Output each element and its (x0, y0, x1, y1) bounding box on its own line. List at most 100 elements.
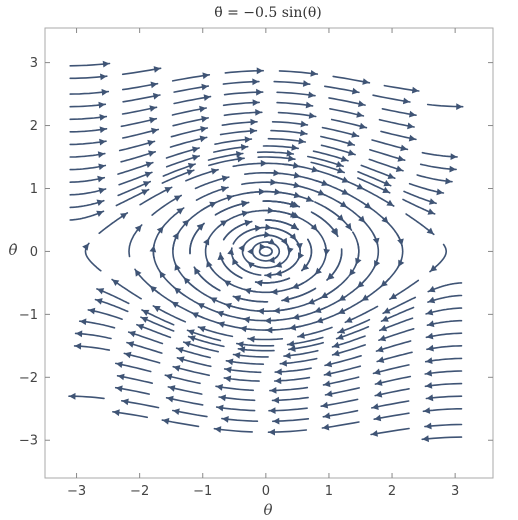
stream-arrowhead (244, 219, 252, 227)
stream-arrowhead (345, 316, 353, 323)
stream-arrowhead (292, 313, 300, 321)
stream-arrowhead (165, 373, 173, 381)
stream-arrowhead (426, 227, 434, 235)
stream-arrowhead (241, 210, 249, 217)
stream-arrowhead (135, 269, 142, 277)
stream-arrowhead (164, 187, 172, 194)
stream-arrowhead (358, 100, 366, 107)
stream-arrowhead (374, 414, 382, 422)
chart-title: θ̈ = −0.5 sin(θ) (214, 5, 322, 21)
stream-arrowhead (224, 375, 232, 383)
stream-arrowhead (376, 345, 384, 353)
stream-arrowhead (101, 88, 109, 96)
stream-arrowhead (196, 223, 204, 231)
stream-arrowhead (142, 181, 151, 188)
stream-arrowhead (198, 326, 206, 333)
stream-arrowhead (371, 430, 378, 437)
y-tick-label: −3 (19, 434, 38, 449)
stream-arrowhead (274, 188, 282, 196)
stream-arrowhead (382, 186, 390, 193)
streamline-segment (326, 248, 343, 281)
streamline-segment (429, 243, 448, 273)
stream-arrowhead (96, 199, 104, 206)
y-tick-label: −2 (19, 371, 38, 386)
stream-arrowhead (177, 356, 185, 363)
stream-arrowhead (199, 135, 207, 143)
stream-arrowhead (257, 307, 265, 315)
stream-arrowhead (389, 292, 398, 300)
stream-arrowhead (426, 332, 434, 340)
stream-arrowhead (375, 390, 383, 398)
stream-arrowhead (301, 263, 309, 271)
stream-arrowhead (191, 312, 199, 319)
stream-arrowhead (409, 110, 416, 118)
stream-arrowhead (237, 155, 245, 163)
stream-arrowhead (425, 369, 433, 377)
stream-arrowhead (272, 417, 280, 425)
stream-arrowhead (95, 298, 103, 305)
stream-arrowhead (142, 309, 150, 316)
x-tick-label: 0 (262, 484, 270, 499)
stream-arrowhead (445, 177, 452, 185)
plot-frame (44, 27, 494, 479)
stream-arrowhead (275, 261, 283, 268)
streamline-segment (117, 161, 154, 175)
stream-arrowhead (238, 244, 245, 252)
stream-arrowhead (182, 219, 190, 227)
stream-arrowhead (330, 227, 338, 236)
stream-arrowhead (201, 83, 209, 91)
stream-arrowhead (402, 97, 410, 105)
stream-arrowhead (383, 179, 391, 187)
stream-arrowhead (226, 358, 234, 366)
stream-arrowhead (141, 189, 149, 196)
stream-arrowhead (136, 323, 145, 331)
stream-arrowhead (227, 248, 234, 256)
stream-arrowhead (305, 195, 314, 202)
stream-arrowhead (397, 155, 405, 162)
stream-arrowhead (356, 183, 364, 190)
stream-arrowhead (134, 225, 142, 233)
stream-arrowhead (407, 122, 415, 130)
stream-arrowhead (166, 395, 174, 403)
stream-arrowhead (337, 327, 346, 334)
stream-arrowhead (302, 80, 310, 87)
stream-arrowhead (288, 155, 295, 162)
stream-arrowhead (82, 243, 89, 251)
stream-arrowhead (386, 199, 394, 206)
streamline-segment (139, 186, 173, 206)
stream-arrowhead (238, 346, 246, 353)
stream-arrowhead (308, 91, 315, 99)
stream-arrowhead (359, 122, 367, 130)
stream-arrowhead (173, 365, 181, 372)
stream-arrowhead (311, 166, 319, 173)
streamline-segment (382, 296, 417, 315)
stream-arrowhead (252, 78, 259, 86)
stream-arrowhead (203, 94, 211, 101)
streamline-segment (98, 212, 129, 235)
y-tick-label: 3 (30, 56, 38, 71)
stream-arrowhead (233, 352, 241, 359)
stream-arrowhead (427, 296, 436, 304)
stream-arrowhead (194, 267, 201, 275)
stream-arrowhead (99, 126, 107, 134)
stream-arrowhead (291, 144, 299, 151)
x-tick-label: −2 (130, 484, 149, 499)
y-axis-label: θ̇ (8, 241, 17, 259)
stream-arrowhead (449, 165, 457, 173)
stream-arrowhead (429, 198, 437, 205)
stream-arrowhead (244, 136, 252, 143)
stream-arrowhead (268, 238, 276, 245)
stream-arrowhead (268, 428, 275, 436)
stream-arrowhead (221, 416, 229, 423)
stream-arrowhead (144, 171, 152, 178)
streamline-segment (251, 246, 278, 262)
stream-arrowhead (203, 238, 210, 246)
x-tick-label: −1 (193, 484, 212, 499)
stream-arrowhead (379, 324, 388, 332)
stream-arrowhead (275, 368, 282, 376)
y-tick-label: −1 (19, 308, 38, 323)
stream-arrowhead (216, 384, 223, 391)
stream-arrowhead (219, 394, 226, 402)
stream-arrowhead (332, 341, 340, 349)
stream-arrowhead (426, 344, 434, 352)
